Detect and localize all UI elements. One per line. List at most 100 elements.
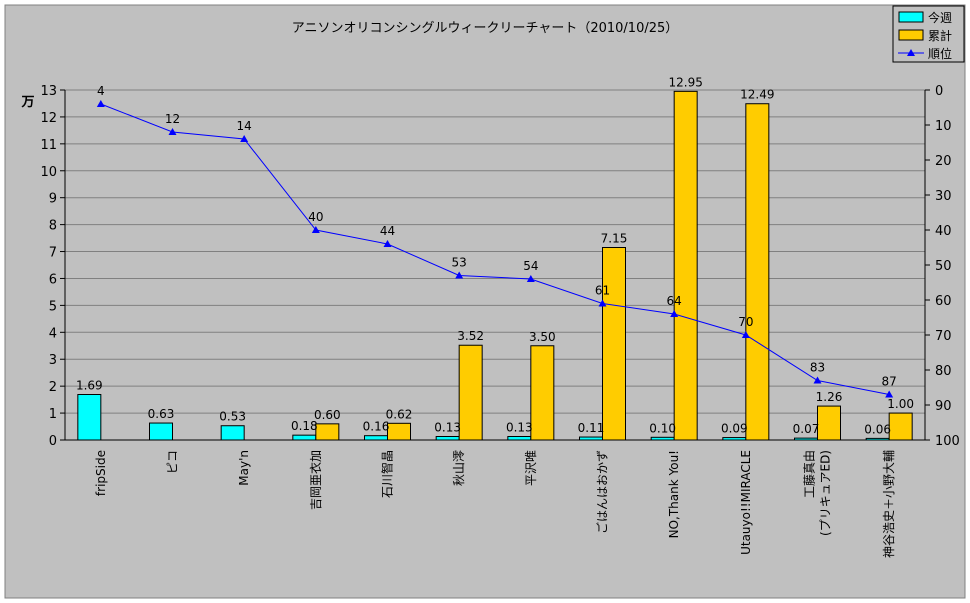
- data-label-weekly: 0.63: [148, 407, 175, 421]
- legend: 今週 累計 順位: [892, 5, 965, 63]
- rank-marker: [813, 376, 822, 384]
- data-label-cumulative: 1.00: [887, 397, 914, 411]
- data-label-weekly: 0.53: [219, 410, 246, 424]
- legend-swatch-weekly: [898, 11, 924, 23]
- data-label-rank: 83: [810, 361, 825, 375]
- category-label: NO,Thank You!: [667, 450, 681, 538]
- legend-label-rank: 順位: [928, 46, 952, 61]
- rank-marker: [311, 226, 320, 233]
- data-label-weekly: 0.16: [363, 420, 390, 434]
- bar-weekly: [292, 434, 317, 441]
- data-label-weekly: 0.18: [291, 419, 318, 433]
- category-label: ごはんはおかず: [595, 450, 610, 534]
- data-label-rank: 54: [523, 259, 538, 273]
- data-label-rank: 61: [595, 284, 610, 298]
- bar-cumulative: [745, 103, 770, 441]
- rank-marker: [168, 128, 177, 135]
- bar-cumulative: [602, 247, 626, 441]
- data-label-cumulative: 7.15: [601, 232, 628, 246]
- y2-tick-label: 20: [935, 154, 952, 169]
- y2-tick-label: 30: [935, 189, 952, 204]
- data-label-rank: 64: [667, 294, 682, 308]
- data-label-rank: 12: [165, 112, 180, 126]
- bar-weekly: [77, 394, 102, 441]
- legend-swatch-cumulative: [898, 29, 924, 41]
- y-tick-label: 11: [40, 138, 57, 153]
- legend-label-cumulative: 累計: [928, 28, 952, 43]
- chart-background: [4, 4, 966, 599]
- y2-tick-label: 60: [935, 294, 952, 309]
- y2-tick-label: 10: [935, 119, 952, 134]
- rank-marker: [240, 135, 249, 142]
- y2-tick-label: 100: [935, 434, 960, 449]
- y2-tick-label: 80: [935, 364, 952, 379]
- category-label: fripSide: [94, 450, 108, 496]
- y-tick-label: 9: [49, 192, 57, 207]
- y-tick-label: 2: [49, 380, 57, 395]
- bar-cumulative: [458, 344, 483, 441]
- bar-weekly: [364, 435, 388, 441]
- rank-marker: [383, 240, 392, 247]
- y2-tick-label: 70: [935, 329, 952, 344]
- data-label-weekly: 0.06: [864, 422, 891, 436]
- rank-marker: [741, 331, 750, 338]
- data-label-weekly: 0.09: [721, 422, 748, 436]
- bar-cumulative: [387, 422, 411, 441]
- data-label-weekly: 0.10: [649, 421, 676, 435]
- rank-marker: [598, 299, 607, 307]
- bar-cumulative: [530, 345, 555, 441]
- y2-tick-label: 50: [935, 259, 952, 274]
- y-tick-label: 7: [49, 246, 57, 261]
- legend-label-weekly: 今週: [928, 10, 952, 25]
- bar-weekly: [435, 436, 460, 441]
- data-label-cumulative: 0.62: [386, 407, 413, 421]
- y-tick-label: 6: [49, 272, 57, 287]
- data-label-cumulative: 3.50: [529, 330, 556, 344]
- y-tick-label: 10: [40, 165, 57, 180]
- y-tick-label: 12: [40, 111, 57, 126]
- bar-cumulative: [888, 412, 913, 441]
- data-label-cumulative: 3.52: [457, 329, 484, 343]
- data-label-weekly: 0.07: [793, 422, 820, 436]
- data-label-cumulative: 12.95: [668, 75, 702, 89]
- y2-tick-label: 90: [935, 399, 952, 414]
- category-label: Utauyo!!MIRACLE: [739, 450, 753, 555]
- bar-weekly: [507, 436, 532, 441]
- rank-marker: [526, 275, 535, 282]
- y2-tick-label: 0: [935, 84, 943, 99]
- data-label-rank: 87: [882, 375, 897, 389]
- category-label: 神谷浩史＋小野大輔: [882, 450, 896, 558]
- data-label-rank: 40: [308, 210, 323, 224]
- category-label: ピコ: [166, 450, 180, 474]
- y-tick-label: 1: [49, 407, 57, 422]
- category-label: May'n: [237, 450, 251, 486]
- data-label-weekly: 0.11: [578, 421, 605, 435]
- category-label: 工藤真由: [803, 450, 817, 498]
- rank-line: [100, 103, 890, 395]
- data-label-cumulative: 12.49: [740, 88, 774, 102]
- bar-weekly: [149, 422, 173, 441]
- chart-title: アニソンオリコンシングルウィークリーチャート（2010/10/25）: [292, 21, 679, 36]
- data-label-cumulative: 0.60: [314, 408, 341, 422]
- bar-cumulative: [673, 90, 698, 441]
- category-label: 石川智晶: [380, 450, 395, 498]
- data-label-rank: 70: [738, 315, 753, 329]
- data-label-weekly: 1.69: [76, 379, 103, 393]
- category-label: (プリキュアED): [819, 450, 833, 536]
- rank-marker: [885, 390, 894, 398]
- y-tick-label: 0: [49, 434, 57, 449]
- data-label-weekly: 0.13: [506, 421, 533, 435]
- bar-weekly: [220, 425, 245, 441]
- y-tick-label: 8: [49, 219, 57, 234]
- data-label-rank: 44: [380, 224, 395, 238]
- category-label: 平沢唯: [524, 450, 538, 486]
- rank-marker: [455, 271, 464, 279]
- bar-cumulative: [315, 423, 340, 441]
- data-label-cumulative: 1.26: [816, 390, 843, 404]
- rank-marker: [96, 100, 105, 107]
- y-tick-label: 13: [40, 84, 57, 99]
- category-label: 秋山澪: [452, 450, 466, 486]
- data-label-rank: 4: [97, 84, 105, 98]
- bar-cumulative: [817, 405, 841, 441]
